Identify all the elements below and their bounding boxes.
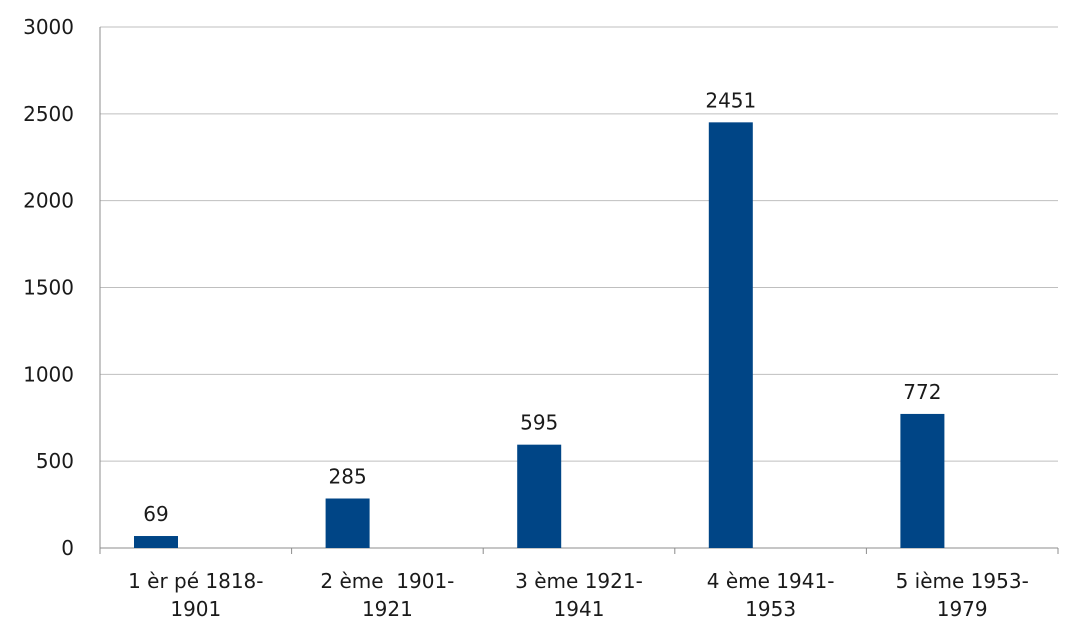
x-category-label: 5 ième 1953- 1979 (896, 569, 1029, 621)
y-tick-label: 1500 (23, 276, 74, 300)
data-label: 2451 (705, 88, 756, 112)
bar (900, 413, 945, 548)
y-tick-labels: 0 500 1000 1500 2000 2500 3000 (23, 15, 74, 560)
y-tick-label: 500 (36, 449, 74, 473)
x-category-label-line: 1953 (745, 597, 796, 621)
y-tick-label: 0 (61, 536, 74, 560)
x-category-label-line: 1 èr pé 1818- (128, 569, 263, 593)
bar (708, 122, 753, 548)
x-category-labels: 1 èr pé 1818- 1901 2 ème 1901- 1921 3 ème 19… (128, 569, 1029, 621)
y-tick-label: 2000 (23, 189, 74, 213)
y-tick-label: 1000 (23, 362, 74, 386)
x-category-label-line: 1941 (554, 597, 605, 621)
x-category-label-line: 4 ème 1941- (707, 569, 835, 593)
bar (134, 536, 178, 548)
x-category-label: 1 èr pé 1818- 1901 (128, 569, 263, 621)
x-category-label-line: 1901 (170, 597, 221, 621)
axes (99, 27, 1059, 554)
y-tick-label: 3000 (23, 15, 74, 39)
x-category-label-line: 1979 (937, 597, 988, 621)
gridlines (100, 26, 1058, 462)
data-label: 595 (520, 411, 558, 435)
data-label: 285 (329, 465, 367, 489)
x-category-label: 3 ème 1921- 1941 (515, 569, 643, 621)
x-category-label-line: 1921 (362, 597, 413, 621)
x-category-label-line: 5 ième 1953- (896, 569, 1029, 593)
data-labels: 69 285 595 2451 772 (143, 88, 941, 526)
bar (325, 498, 370, 548)
x-category-label-line: 3 ème 1921- (515, 569, 643, 593)
y-tick-label: 2500 (23, 102, 74, 126)
x-category-label-line: 2 ème 1901- (320, 569, 454, 593)
data-label: 69 (143, 502, 168, 526)
bar (517, 444, 562, 548)
x-category-label: 2 ème 1901- 1921 (320, 569, 454, 621)
bars (134, 122, 945, 548)
x-category-label: 4 ème 1941- 1953 (707, 569, 835, 621)
data-label: 772 (903, 380, 941, 404)
